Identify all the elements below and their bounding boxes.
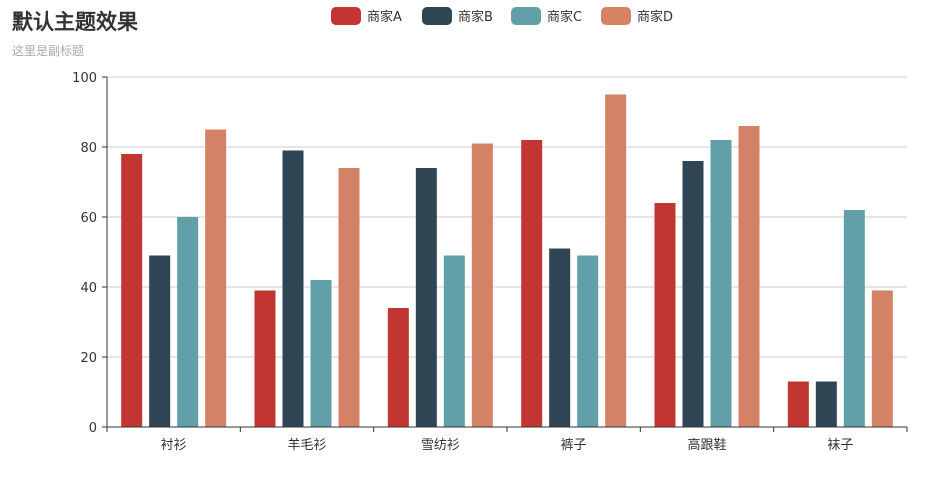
legend-label: 商家B [458, 9, 493, 25]
legend-swatch [601, 7, 631, 25]
bar[interactable] [387, 308, 409, 427]
y-tick-label: 80 [80, 141, 97, 156]
bar[interactable] [205, 129, 227, 428]
bar[interactable] [149, 255, 171, 428]
bars [121, 94, 893, 428]
bar[interactable] [871, 290, 893, 428]
x-tick-label: 裤子 [561, 438, 587, 453]
bar[interactable] [254, 290, 276, 428]
bar[interactable] [471, 143, 493, 428]
bar[interactable] [310, 280, 332, 427]
y-tick-label: 20 [80, 351, 97, 366]
bar[interactable] [843, 210, 865, 427]
bar[interactable] [121, 154, 143, 427]
bar[interactable] [738, 126, 760, 427]
x-tick-label: 雪纺衫 [421, 438, 460, 453]
y-tick-label: 60 [80, 211, 97, 226]
y-tick-label: 100 [72, 71, 97, 86]
axes: 0 20 40 60 80 100 衬衫 羊毛衫 雪纺衫 裤子 高跟鞋 袜子 [72, 71, 908, 453]
y-tick-label: 0 [89, 421, 97, 436]
legend-swatch [422, 7, 452, 25]
legend-label: 商家C [547, 9, 582, 25]
legend-item[interactable]: 商家A [331, 7, 402, 25]
bar[interactable] [710, 140, 732, 427]
legend[interactable]: 商家A 商家B 商家C 商家D [331, 7, 673, 25]
bar[interactable] [577, 255, 599, 428]
bar[interactable] [654, 203, 676, 427]
bar[interactable] [682, 161, 704, 427]
bar[interactable] [605, 94, 627, 428]
x-tick-label: 衬衫 [161, 438, 187, 453]
chart-title: 默认主题效果 [12, 10, 138, 34]
legend-item[interactable]: 商家B [422, 7, 493, 25]
bar[interactable] [282, 150, 304, 428]
bar[interactable] [338, 168, 360, 427]
legend-item[interactable]: 商家D [601, 7, 673, 25]
bar[interactable] [415, 168, 437, 427]
bar[interactable] [177, 217, 199, 427]
bar[interactable] [443, 255, 465, 428]
bar[interactable] [815, 381, 837, 428]
legend-swatch [511, 7, 541, 25]
bar[interactable] [521, 140, 543, 427]
x-tick-label: 袜子 [827, 438, 853, 453]
bar[interactable] [787, 381, 809, 428]
y-tick-label: 40 [80, 281, 97, 296]
legend-label: 商家A [367, 9, 402, 25]
bar[interactable] [549, 248, 571, 428]
grid-lines [107, 76, 907, 358]
x-tick-label: 羊毛衫 [287, 437, 326, 453]
legend-swatch [331, 7, 361, 25]
x-tick-label: 高跟鞋 [687, 437, 726, 453]
legend-item[interactable]: 商家C [511, 7, 582, 25]
chart-subtitle: 这里是副标题 [12, 44, 85, 58]
legend-label: 商家D [637, 9, 673, 25]
